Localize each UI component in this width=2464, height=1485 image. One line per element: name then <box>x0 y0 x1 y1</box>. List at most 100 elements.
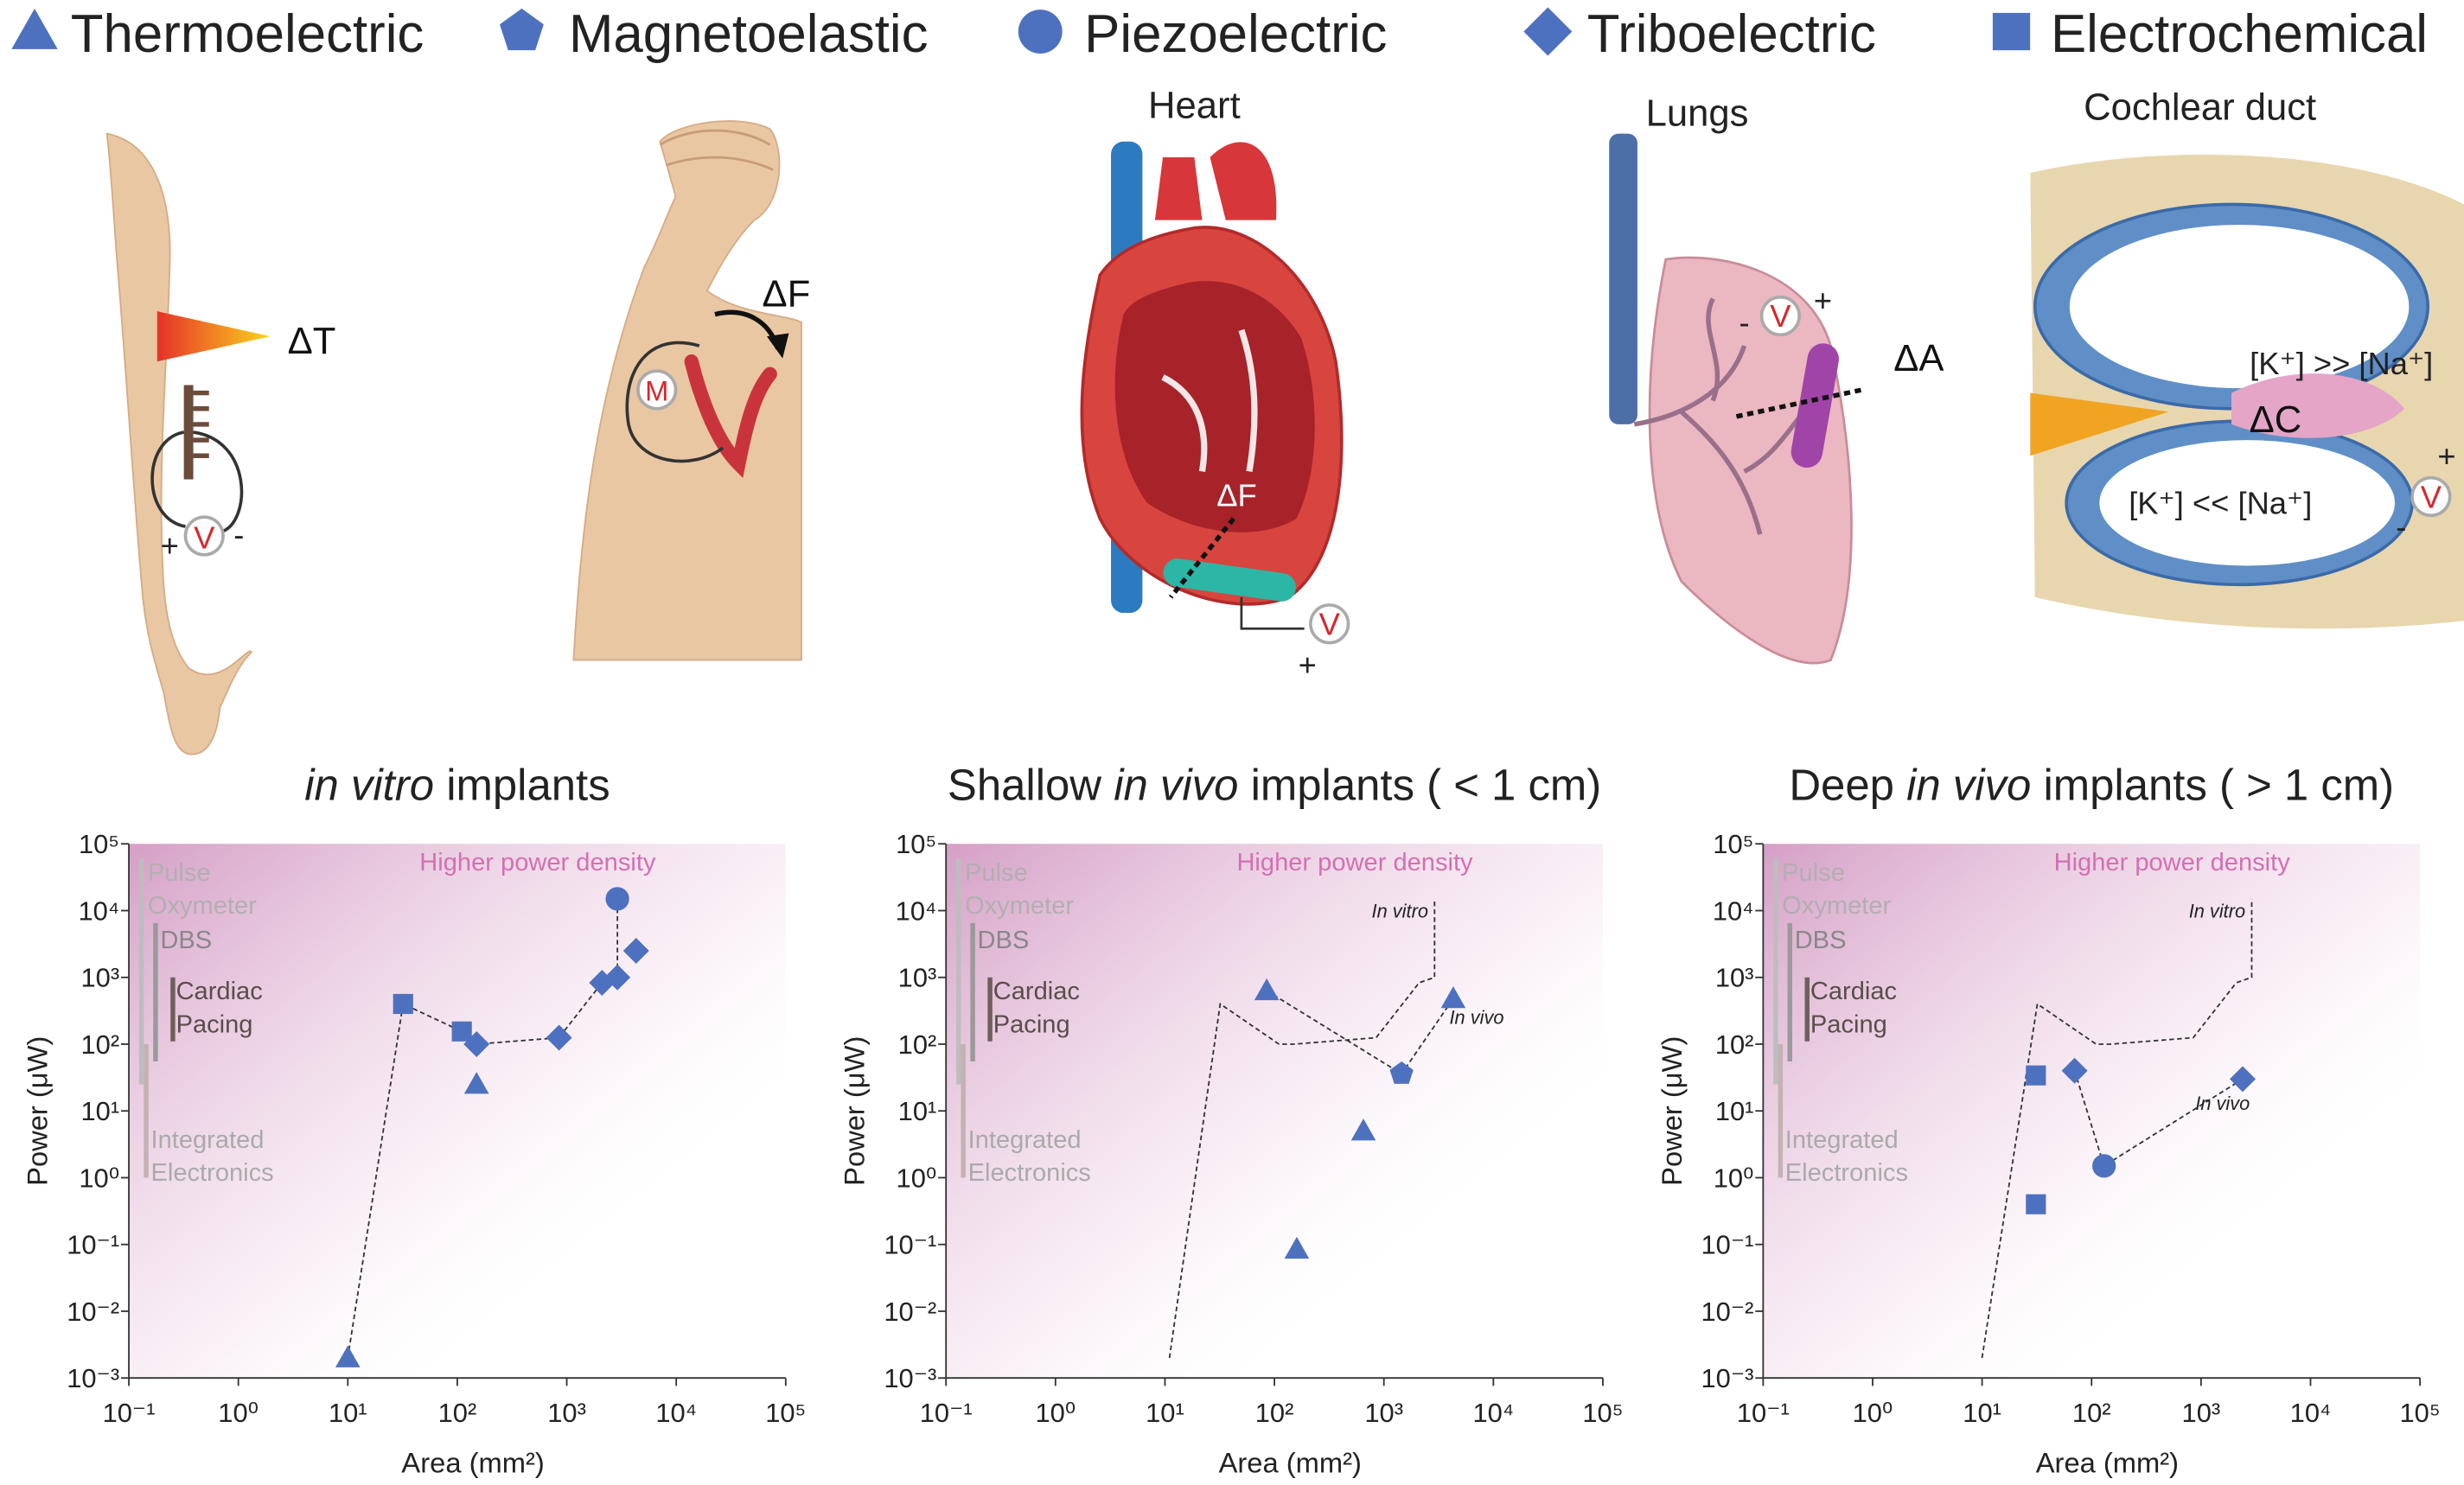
x-tick-label: 10⁴ <box>1473 1398 1515 1428</box>
x-tick-label: 10² <box>438 1398 477 1428</box>
cochlea-title: Cochlear duct <box>2084 86 2316 128</box>
legend-marker <box>11 8 58 49</box>
chart: Higher power density in vitro implants 10⁻… <box>22 760 807 1478</box>
device-label: DBS <box>160 927 212 954</box>
trend-line <box>2073 1070 2244 1168</box>
y-axis-label: Power (μW) <box>839 1036 871 1186</box>
marker-pentagon <box>1389 1061 1414 1084</box>
device-label: Electronics <box>1785 1159 1908 1187</box>
heart-title: Heart <box>1148 86 1241 127</box>
title-part: in vivo <box>1114 760 1238 809</box>
x-tick-label: 10³ <box>1364 1398 1403 1428</box>
x-tick-label: 10⁻¹ <box>920 1398 973 1428</box>
trend-line <box>1981 898 2253 1359</box>
plus-label: + <box>1814 283 1832 318</box>
y-tick-label: 10⁻² <box>1701 1297 1754 1327</box>
meter-label: V <box>1770 298 1791 334</box>
x-tick-label: 10⁻¹ <box>1737 1398 1790 1428</box>
y-tick-label: 10⁻³ <box>1701 1363 1754 1393</box>
y-tick-label: 10² <box>1715 1029 1754 1060</box>
x-tick-label: 10³ <box>2182 1398 2221 1428</box>
device-label: Pulse <box>148 859 211 887</box>
x-tick-label: 10⁴ <box>2290 1398 2332 1428</box>
legend-marker <box>1992 12 2031 51</box>
chart: Higher power density Shallow in vivo impl… <box>839 760 1624 1478</box>
ion-low-label: [K⁺] << [Na⁺] <box>2129 486 2312 521</box>
device-label: Pacing <box>176 1010 253 1038</box>
minus-label: - <box>2396 509 2406 545</box>
y-tick-label: 10⁻¹ <box>67 1230 119 1260</box>
device-label: DBS <box>1795 927 1847 954</box>
marker-diamond <box>604 964 631 991</box>
minus-label: - <box>233 517 244 552</box>
x-tick-label: 10⁴ <box>655 1398 697 1428</box>
y-tick-label: 10⁰ <box>897 1163 937 1193</box>
minus-label: - <box>1739 305 1749 341</box>
y-tick-label: 10⁻³ <box>884 1363 936 1393</box>
delta-label: ΔA <box>1893 338 1944 379</box>
x-tick-label: 10² <box>1255 1398 1294 1428</box>
meter-label: V <box>2421 479 2442 514</box>
y-tick-label: 10⁵ <box>1713 829 1753 859</box>
y-tick-label: 10⁻¹ <box>1701 1230 1754 1260</box>
background-gradient <box>1763 844 2421 1379</box>
annotation: Higher power density <box>1236 849 1473 876</box>
x-tick-label: 10⁵ <box>2400 1398 2441 1428</box>
device-label: Oxymeter <box>148 892 257 920</box>
annotation: Higher power density <box>2054 849 2291 876</box>
background-gradient <box>946 844 1603 1379</box>
y-tick-label: 10⁴ <box>896 895 937 926</box>
x-axis-label: Area (mm²) <box>401 1446 544 1478</box>
chart-title: Deep in vivo implants ( > 1 cm) <box>1789 760 2394 809</box>
x-axis-label: Area (mm²) <box>2036 1446 2179 1478</box>
y-tick-label: 10⁻² <box>884 1297 936 1327</box>
y-tick-label: 10⁰ <box>1714 1163 1754 1193</box>
y-tick-label: 10⁴ <box>79 895 120 926</box>
x-tick-label: 10⁰ <box>1035 1398 1076 1428</box>
ion-high-label: [K⁺] >> [Na⁺] <box>2250 346 2433 381</box>
delta-label: ΔF <box>1216 477 1256 513</box>
chart: Higher power density Deep in vivo implant… <box>1656 760 2441 1478</box>
illustration-cochlea: V + - Cochlear duct [K⁺] >> [Na⁺] ΔC [K⁺… <box>2030 86 2464 629</box>
y-tick-label: 10¹ <box>81 1096 120 1126</box>
delta-label: ΔT <box>288 321 336 362</box>
marker-triangle <box>463 1072 489 1094</box>
device-label: Pulse <box>1782 859 1845 887</box>
device-label: Cardiac <box>176 978 263 1005</box>
device-label: Pacing <box>993 1010 1070 1038</box>
marker-square <box>393 993 413 1015</box>
marker-circle <box>605 887 629 911</box>
device-label: Cardiac <box>1810 978 1897 1005</box>
meter-label: V <box>1319 606 1341 641</box>
title-part: Deep <box>1789 760 1894 809</box>
y-tick-label: 10¹ <box>1715 1096 1754 1126</box>
lungs-title: Lungs <box>1646 93 1749 135</box>
trend-label: In vivo <box>1449 1006 1503 1028</box>
y-tick-label: 10⁰ <box>79 1163 119 1193</box>
x-tick-label: 10⁵ <box>765 1398 806 1428</box>
legend-marker <box>500 8 544 51</box>
legend-label: Magnetoelastic <box>569 4 929 64</box>
x-tick-label: 10² <box>2072 1398 2111 1428</box>
x-tick-label: 10⁻¹ <box>103 1398 156 1428</box>
marker-triangle <box>1284 1236 1310 1259</box>
plus-label: + <box>2437 438 2455 474</box>
annotation: Higher power density <box>419 849 656 876</box>
y-tick-label: 10¹ <box>898 1096 937 1126</box>
marker-square <box>451 1021 472 1042</box>
x-tick-label: 10¹ <box>1146 1398 1184 1428</box>
device-label: Electronics <box>968 1159 1091 1187</box>
device-label: Oxymeter <box>965 892 1074 920</box>
x-axis-label: Area (mm²) <box>1219 1446 1362 1478</box>
device-label: Integrated <box>968 1126 1082 1154</box>
marker-square <box>2026 1194 2046 1214</box>
y-axis-label: Power (μW) <box>1656 1036 1688 1186</box>
illustration-thermo: V + - ΔT <box>105 132 336 755</box>
legend-label: Piezoelectric <box>1084 4 1387 64</box>
illustration-lungs: V + - Lungs ΔA <box>1609 93 1944 665</box>
title-part: implants <box>446 760 610 809</box>
legend: Thermoelectric Magnetoelastic Piezoelectri… <box>11 4 2428 64</box>
legend-label: Electrochemical <box>2051 4 2428 64</box>
trend-line <box>1168 898 1436 1359</box>
